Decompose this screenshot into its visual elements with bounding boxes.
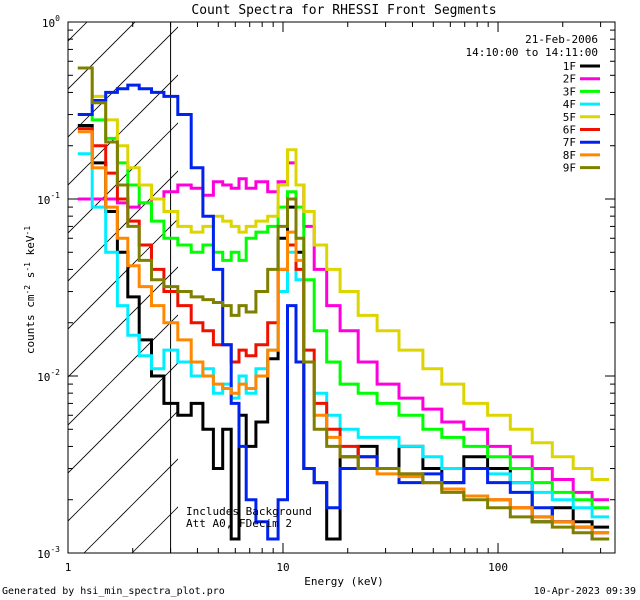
hatch-line [68, 122, 178, 234]
hatch-line [68, 314, 178, 426]
legend-label: 9F [563, 162, 576, 175]
annotation-background: Includes Background [186, 505, 312, 518]
hatch-line [68, 22, 136, 90]
legend-label: 4F [563, 98, 576, 111]
series-2F [77, 161, 610, 502]
legend-label: 8F [563, 149, 576, 162]
annotation-attenuator: Att A0, FDecim 2 [186, 517, 292, 530]
legend-label: 2F [563, 73, 576, 86]
hatch-line [68, 218, 178, 330]
y-tick-label: 100 [42, 14, 60, 30]
y-tick-label: 10-2 [37, 368, 60, 384]
hatch-line [68, 362, 178, 474]
y-tick-label: 10-3 [37, 545, 60, 561]
series-3F [77, 113, 610, 510]
date-label: 21-Feb-2006 [525, 33, 598, 46]
hatch-line [68, 22, 88, 42]
hatch-line [68, 74, 178, 186]
hatch-line [68, 170, 178, 282]
hatch-line [68, 266, 178, 378]
footer-generator: Generated by hsi_min_spectra_plot.pro [2, 586, 225, 597]
series-1F [77, 124, 610, 541]
hatch-line [83, 458, 178, 553]
y-tick-label: 10-1 [37, 191, 60, 207]
axis-ticks: 1 10 100 100 10-1 10-2 10-3 [37, 14, 615, 574]
hatch-line [68, 26, 178, 138]
series-8F [77, 130, 610, 535]
legend-label: 3F [563, 85, 576, 98]
legend-label: 5F [563, 111, 576, 124]
plot-frame [67, 21, 616, 554]
series-5F [77, 66, 610, 481]
series-7F [77, 83, 610, 541]
series-group [77, 66, 610, 541]
series-9F [77, 66, 610, 541]
x-tick-label: 1 [65, 561, 72, 574]
legend-label: 6F [563, 124, 576, 137]
x-tick-label: 10 [276, 561, 289, 574]
hatch-line [68, 410, 178, 522]
legend-label: 7F [563, 136, 576, 149]
x-tick-label: 100 [488, 561, 508, 574]
legend-label: 1F [563, 60, 576, 73]
x-axis-label: Energy (keV) [304, 575, 383, 588]
below-threshold-hatch [68, 22, 178, 553]
footer-date: 10-Apr-2023 09:39 [534, 586, 636, 597]
y-axis-label: counts cm-2 s-1 keV-1 [23, 226, 37, 354]
time-range-label: 14:10:00 to 14:11:00 [466, 46, 598, 59]
chart-title: Count Spectra for RHESSI Front Segments [191, 3, 496, 18]
